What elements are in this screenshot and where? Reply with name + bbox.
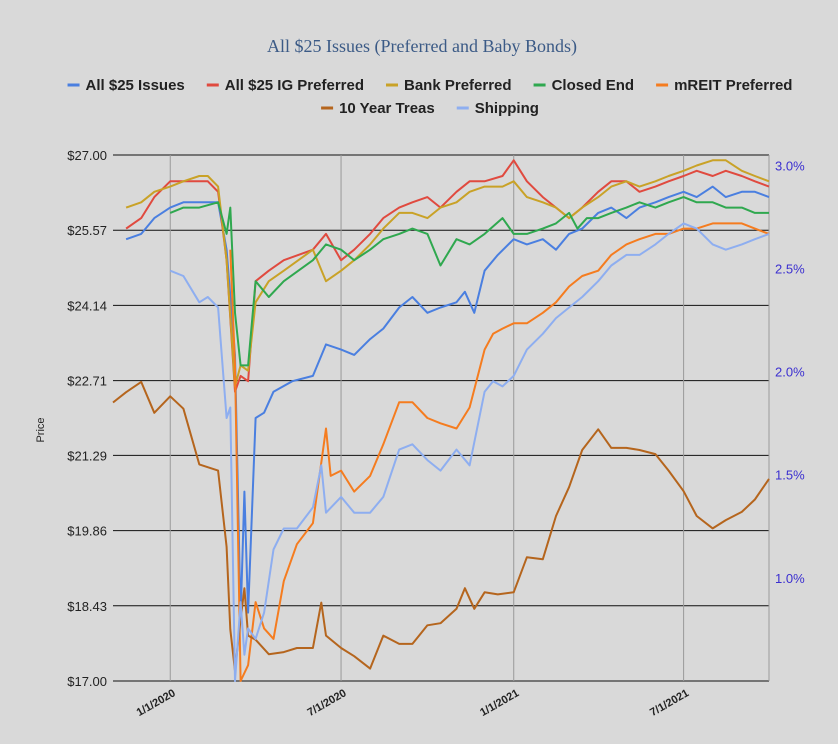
y-axis-right: 1.0% 1.5% 2.0% 2.5% 3.0% <box>775 158 805 586</box>
legend-item-all-25-ig-preferred[interactable]: All $25 IG Preferred <box>206 77 364 94</box>
chart-title: All $25 Issues (Preferred and Baby Bonds… <box>267 36 577 57</box>
legend-label: Closed End <box>552 77 635 94</box>
y-tick-left: $25.57 <box>67 223 107 238</box>
legend-item-all-25-issues[interactable]: All $25 Issues <box>67 77 185 94</box>
y-tick-left: $17.00 <box>67 674 107 689</box>
x-tick: 7/1/2021 <box>648 687 691 719</box>
y-axis-left: $17.00 $18.43 $19.86 $21.29 $22.71 $24.14 $25.… <box>67 148 107 689</box>
series-line-10-year-treas <box>112 380 770 672</box>
series-line-mreit-preferred <box>229 222 770 682</box>
series-line-all-25-issues <box>125 185 770 619</box>
legend-item-mreit-preferred[interactable]: mREIT Preferred <box>656 77 792 94</box>
legend-label: mREIT Preferred <box>674 77 792 94</box>
y-tick-left: $27.00 <box>67 148 107 163</box>
legend: All $25 Issues All $25 IG Preferred Bank P… <box>67 77 792 117</box>
legend-item-closed-end[interactable]: Closed End <box>533 77 635 94</box>
legend-label: Shipping <box>475 100 539 117</box>
legend-label: All $25 IG Preferred <box>225 77 364 94</box>
y-tick-right: 3.0% <box>775 158 805 173</box>
y-tick-right: 1.5% <box>775 468 805 483</box>
series-line-shipping <box>169 222 770 682</box>
x-axis: 1/1/2020 7/1/2020 1/1/2021 7/1/2021 <box>135 687 691 719</box>
legend-item-bank-preferred[interactable]: Bank Preferred <box>386 77 512 94</box>
y-axis-label: Price <box>35 417 47 442</box>
grid <box>113 154 770 682</box>
x-tick: 7/1/2020 <box>305 687 348 719</box>
legend-label: All $25 Issues <box>86 77 185 94</box>
x-tick: 1/1/2021 <box>478 687 521 719</box>
y-tick-right: 2.5% <box>775 261 805 276</box>
y-tick-left: $21.29 <box>67 448 107 463</box>
legend-label: Bank Preferred <box>404 77 512 94</box>
legend-item-10-year-treas[interactable]: 10 Year Treas <box>321 100 435 117</box>
legend-item-shipping[interactable]: Shipping <box>456 100 539 117</box>
series-line-closed-end <box>169 196 769 367</box>
y-tick-left: $24.14 <box>67 298 107 313</box>
series-lines <box>112 159 770 682</box>
x-tick: 1/1/2020 <box>135 687 178 719</box>
y-tick-left: $19.86 <box>67 524 107 539</box>
y-tick-right: 1.0% <box>775 571 805 586</box>
series-line-bank-preferred <box>125 159 770 388</box>
y-tick-left: $22.71 <box>67 374 107 389</box>
y-tick-right: 2.0% <box>775 365 805 380</box>
legend-label: 10 Year Treas <box>339 100 435 117</box>
y-tick-left: $18.43 <box>67 599 107 614</box>
